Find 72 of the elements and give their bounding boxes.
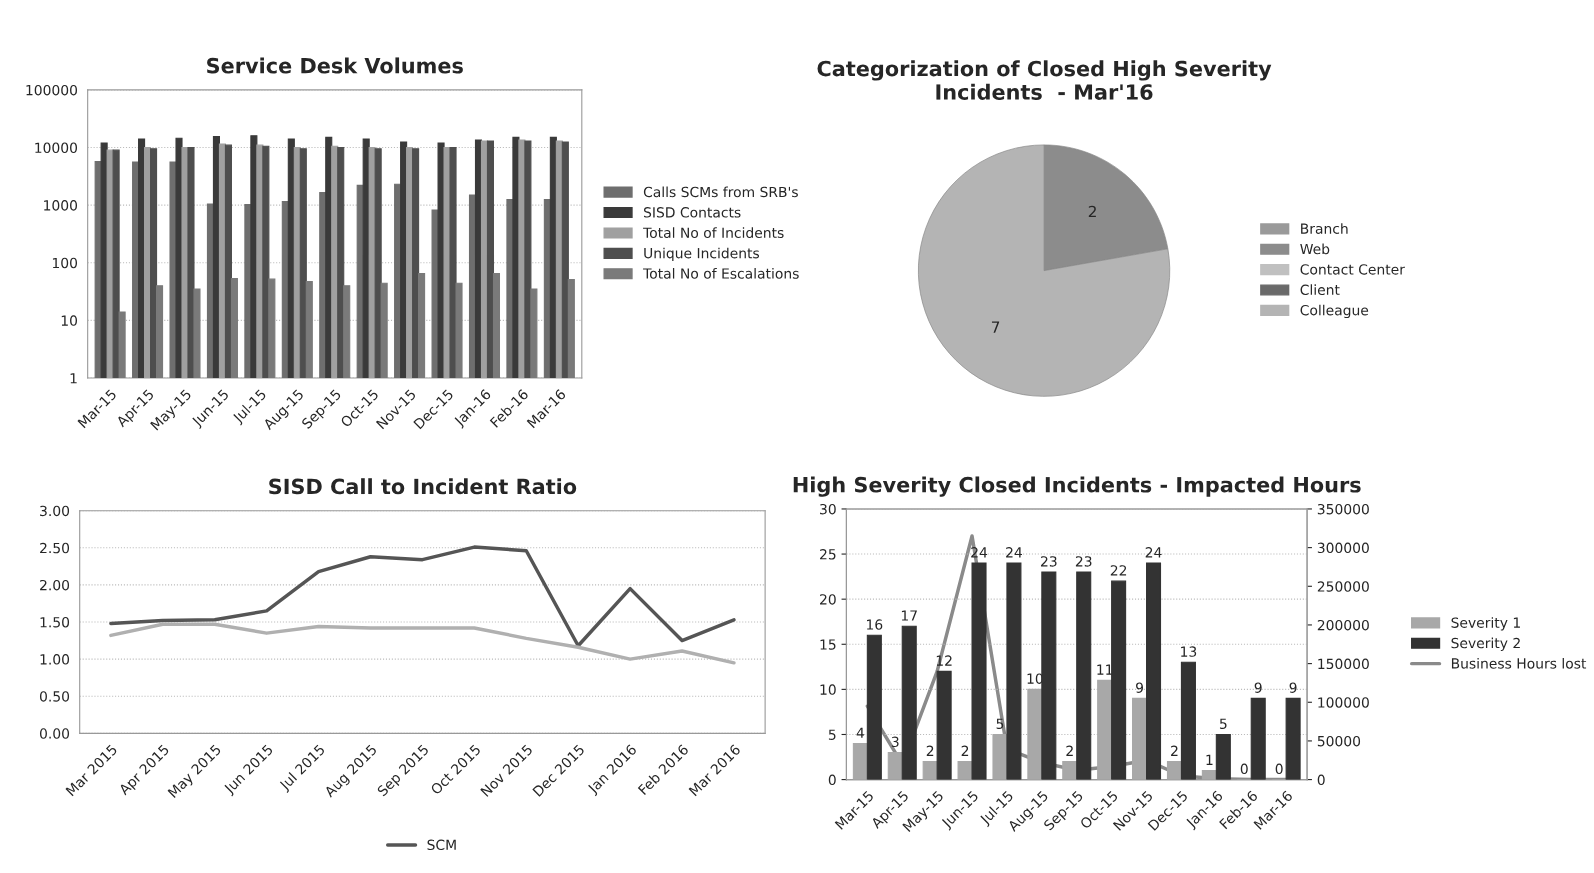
y-tick-label: 1 <box>70 373 77 384</box>
y2-tick-label: 50000 <box>1317 735 1361 747</box>
y2-tick-label: 100000 <box>1318 697 1369 708</box>
data-label: 5 <box>1219 718 1227 730</box>
data-label: 2 <box>1066 745 1073 756</box>
chart-title: SISD Call to Incident Ratio <box>269 478 577 495</box>
legend-label: Severity 2 <box>1451 637 1520 651</box>
legend-label: Total No of Incidents <box>643 227 784 238</box>
y2-tick-label: 250000 <box>1317 581 1369 592</box>
data-label: 24 <box>1145 547 1162 558</box>
data-label: 24 <box>971 547 988 558</box>
y-tick-label: 10 <box>820 684 836 695</box>
y2-tick-label: 350000 <box>1317 503 1369 515</box>
data-label: 17 <box>901 610 917 621</box>
y-tick-label: 0.00 <box>39 728 70 739</box>
y-tick-label: 0.50 <box>39 691 70 702</box>
data-label: 9 <box>1136 682 1144 693</box>
legend-label: Web <box>1300 243 1330 255</box>
y-tick-label: 100 <box>52 257 78 269</box>
y-tick-label: 1.00 <box>40 654 70 665</box>
y-tick-label: 2.00 <box>40 579 70 591</box>
data-label: 2 <box>1088 205 1096 218</box>
legend-label: Unique Incidents <box>644 247 760 262</box>
y2-tick-label: 150000 <box>1318 658 1369 670</box>
legend-label: Branch <box>1301 223 1348 234</box>
data-label: 0 <box>1275 763 1283 775</box>
data-label: 23 <box>1075 556 1092 567</box>
y2-tick-label: 300000 <box>1317 542 1369 554</box>
legend-label: Business Hours lost <box>1451 657 1587 669</box>
y-tick-label: 1000 <box>44 200 78 211</box>
legend-label: SCM <box>427 839 456 851</box>
data-label: 9 <box>1254 682 1262 693</box>
y2-tick-label: 200000 <box>1317 619 1369 631</box>
data-label: 16 <box>867 619 883 630</box>
legend-label: Colleague <box>1300 304 1369 319</box>
y-tick-label: 25 <box>820 549 836 560</box>
chart-title: Categorization of Closed High Severity Incidents - Mar'16 <box>817 60 1272 100</box>
legend-label: SISD Contacts <box>644 207 741 218</box>
y-tick-label: 5 <box>828 729 836 740</box>
data-label: 0 <box>1240 763 1248 775</box>
y-tick-label: 3.00 <box>40 505 70 517</box>
legend-label: Severity 1 <box>1451 617 1520 631</box>
legend-label: Client <box>1300 284 1340 296</box>
data-label: 22 <box>1110 565 1127 576</box>
data-label: 2 <box>961 745 969 756</box>
chart-title: High Severity Closed Incidents - Impacted Hours <box>793 476 1361 497</box>
data-label: 2 <box>926 745 934 756</box>
data-label: 23 <box>1041 556 1057 567</box>
data-label: 4 <box>856 727 865 738</box>
y-tick-label: 0 <box>828 774 836 786</box>
data-label: 13 <box>1181 646 1197 657</box>
data-label: 7 <box>991 321 1000 333</box>
data-label: 24 <box>1006 547 1022 558</box>
legend-label: Contact Center <box>1300 264 1405 275</box>
data-label: 3 <box>891 736 899 748</box>
legend-label: Total No of Escalations <box>643 268 799 279</box>
y-tick-label: 10 <box>61 315 78 326</box>
y2-tick-label: 0 <box>1317 774 1325 786</box>
y-tick-label: 10000 <box>35 142 78 154</box>
chart-title: Service Desk Volumes <box>207 57 463 74</box>
y-tick-label: 2.50 <box>40 542 70 554</box>
y-tick-label: 20 <box>820 594 836 605</box>
y-tick-label: 15 <box>820 639 836 650</box>
legend-label: Calls SCMs from SRB's <box>643 186 798 198</box>
data-label: 12 <box>936 655 952 666</box>
y-tick-label: 30 <box>820 503 836 515</box>
data-label: 9 <box>1289 682 1297 693</box>
data-label: 5 <box>996 718 1004 730</box>
y-tick-label: 100000 <box>26 84 78 96</box>
data-label: 1 <box>1206 754 1213 765</box>
data-label: 2 <box>1171 745 1178 756</box>
y-tick-label: 1.50 <box>40 616 70 628</box>
